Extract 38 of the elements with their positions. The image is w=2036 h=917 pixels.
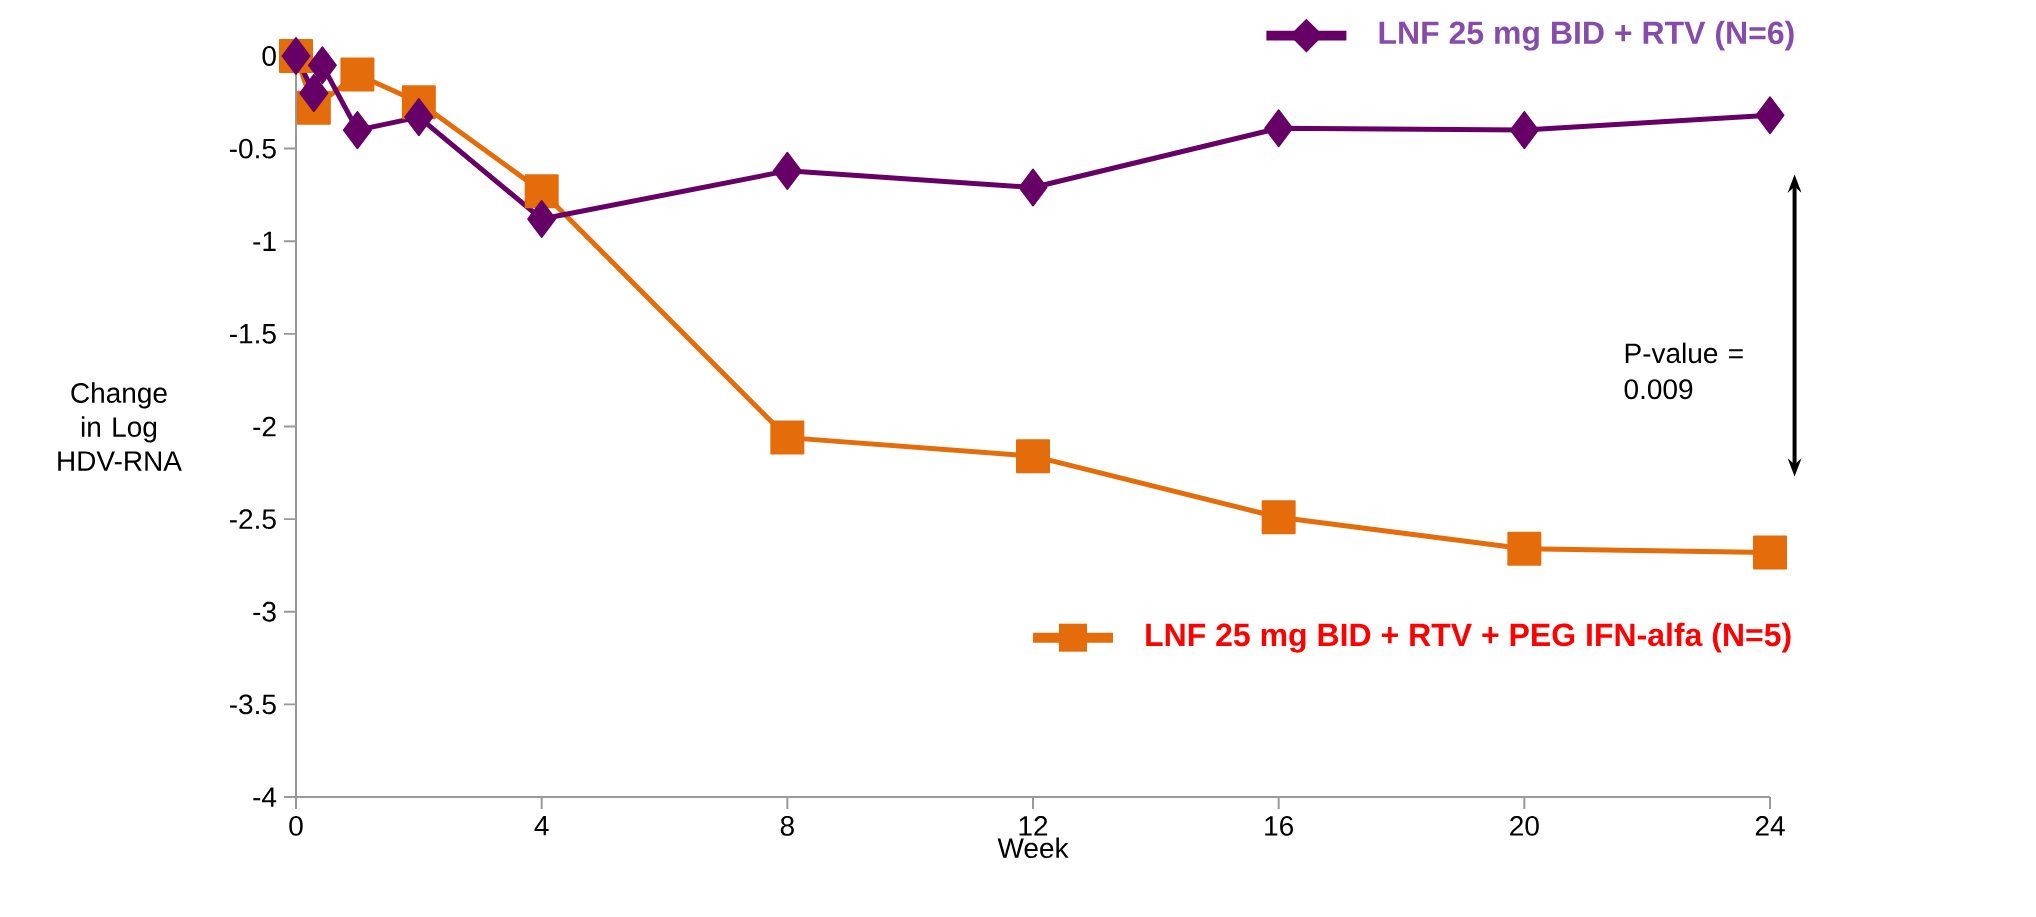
x-tick-label: 4 — [534, 816, 549, 836]
y-tick-label: -3 — [253, 601, 276, 622]
point — [299, 74, 329, 113]
y-tick-label: 0 — [262, 46, 276, 66]
point — [1753, 535, 1788, 570]
point — [404, 98, 434, 137]
point — [1016, 439, 1051, 474]
y-tick-label: -1 — [253, 231, 276, 251]
point — [772, 151, 802, 190]
point — [340, 57, 375, 92]
point — [1755, 96, 1785, 135]
y-tick-label: -4 — [253, 787, 277, 807]
point — [770, 420, 805, 455]
point — [1507, 531, 1542, 566]
x-tick-label: 16 — [1265, 816, 1294, 836]
y-axis-title: Change in Log HDV-RNA — [58, 382, 182, 471]
y-tick-label: -1.5 — [229, 324, 276, 344]
legend-label: LNF 25 mg BID + RTV (N=6) — [1379, 20, 1794, 51]
point — [527, 200, 557, 239]
x-tick-label: 24 — [1755, 816, 1785, 836]
x-tick-label: 20 — [1510, 816, 1539, 836]
y-tick-label: -2 — [253, 416, 276, 437]
x-tick-label: 8 — [780, 816, 794, 836]
y-tick-label: -3.5 — [229, 694, 276, 715]
annotation: P-value = 0.009 — [1624, 342, 1743, 400]
point — [1018, 168, 1048, 207]
legend-label: LNF 25 mg BID + RTV + PEG IFN-alfa (N=5) — [1146, 622, 1791, 653]
x-tick-label: 12 — [1019, 816, 1048, 836]
x-axis-title: Week — [997, 837, 1069, 859]
point — [1509, 111, 1539, 150]
point — [1261, 500, 1296, 535]
point — [342, 111, 372, 150]
point — [307, 46, 337, 85]
y-tick-label: -0.5 — [229, 138, 276, 159]
x-tick-label: 0 — [289, 816, 303, 836]
point — [1264, 109, 1294, 148]
y-tick-label: -2.5 — [229, 509, 276, 530]
point — [524, 174, 559, 209]
